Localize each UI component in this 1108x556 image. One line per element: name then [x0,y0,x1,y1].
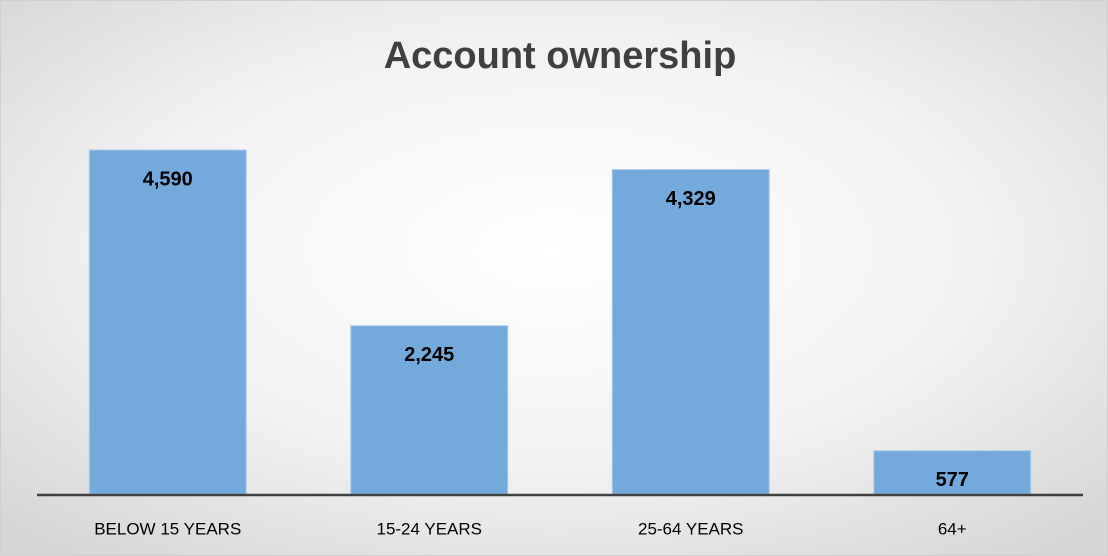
data-label: 4,329 [666,188,716,210]
data-label: 4,590 [143,168,193,190]
bar [88,149,247,495]
bar [350,325,509,495]
x-tick-label: 25-64 YEARS [638,519,744,538]
x-tick-label: BELOW 15 YEARS [94,519,241,538]
chart-title: Account ownership [384,35,737,77]
x-tick-label: 15-24 YEARS [376,519,482,538]
bar [873,450,1032,495]
x-tick-label: 64+ [938,519,967,538]
data-label: 577 [936,469,969,491]
bar [611,169,770,495]
data-label: 2,245 [404,344,454,366]
